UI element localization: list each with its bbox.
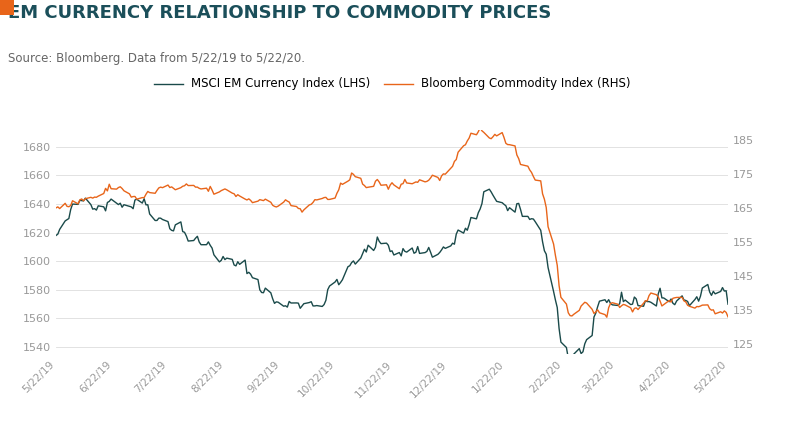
Text: Source: Bloomberg. Data from 5/22/19 to 5/22/20.: Source: Bloomberg. Data from 5/22/19 to …: [8, 52, 305, 65]
Text: EM CURRENCY RELATIONSHIP TO COMMODITY PRICES: EM CURRENCY RELATIONSHIP TO COMMODITY PR…: [8, 4, 551, 22]
Legend: MSCI EM Currency Index (LHS), Bloomberg Commodity Index (RHS): MSCI EM Currency Index (LHS), Bloomberg …: [150, 73, 634, 95]
Line: MSCI EM Currency Index (LHS): MSCI EM Currency Index (LHS): [56, 189, 728, 362]
Line: Bloomberg Commodity Index (RHS): Bloomberg Commodity Index (RHS): [56, 128, 728, 317]
